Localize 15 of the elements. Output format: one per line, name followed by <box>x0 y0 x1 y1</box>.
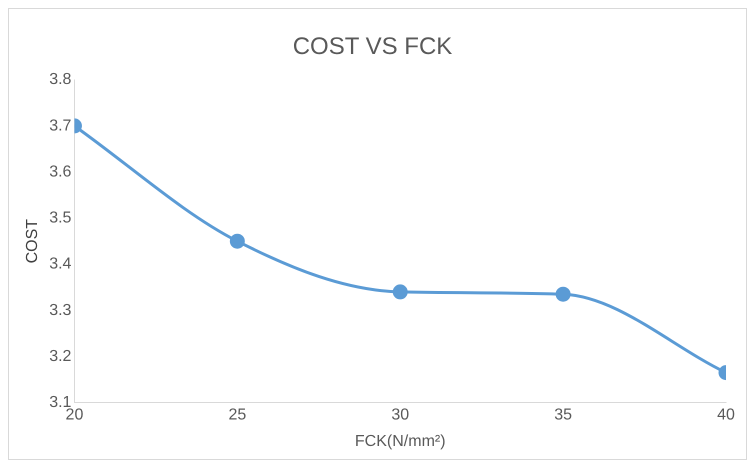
y-tick-label: 3.7 <box>49 117 72 134</box>
y-axis-title: COST <box>24 218 42 264</box>
y-tick-label: 3.8 <box>49 71 72 88</box>
x-tick-label: 30 <box>391 406 410 424</box>
y-tick-label: 3.4 <box>49 256 72 273</box>
y-tick-label: 3.5 <box>49 210 72 227</box>
chart-title: COST VS FCK <box>292 33 452 60</box>
point <box>392 284 408 300</box>
y-tick-label: 3.3 <box>49 302 72 319</box>
x-axis-title: FCK(N/mm²) <box>354 432 446 450</box>
x-tick-label: 35 <box>554 406 572 424</box>
y-tick-label: 3.2 <box>49 348 72 365</box>
x-tick-label: 25 <box>228 406 246 424</box>
x-tick-label: 40 <box>717 406 735 424</box>
y-tick-label: 3.6 <box>49 163 72 180</box>
